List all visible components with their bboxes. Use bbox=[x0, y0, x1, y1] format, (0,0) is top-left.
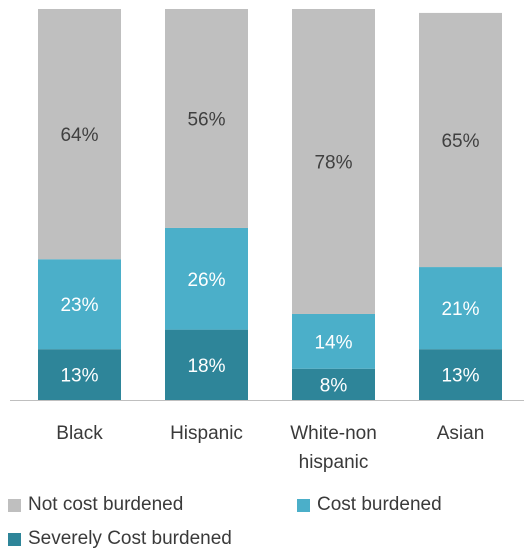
bar-white-non-hispanic-cost-burdened bbox=[292, 313, 375, 369]
data-label-black-severely-cost-burdened: 13% bbox=[60, 366, 98, 387]
data-label-asian-not-cost-burdened: 65% bbox=[441, 131, 479, 152]
bar-black-cost-burdened bbox=[38, 259, 121, 350]
stacked-bar-chart: 13% 23% 64% Black 18% 26% 56% Hispanic 8% 14% 78% W… bbox=[10, 9, 524, 473]
bar-hispanic-severely-cost-burdened bbox=[165, 329, 248, 400]
category-label-white-non-hispanic: White-non hispanic bbox=[290, 423, 377, 473]
data-label-hispanic-not-cost-burdened: 56% bbox=[187, 109, 225, 130]
data-label-hispanic-severely-cost-burdened: 18% bbox=[187, 356, 225, 377]
legend-item-not-cost-burdened: Not cost burdened bbox=[8, 494, 183, 516]
bar-asian-cost-burdened bbox=[419, 267, 502, 350]
legend-label-cost-burdened: Cost burdened bbox=[317, 494, 442, 515]
data-label-white-non-hispanic-severely-cost-burdened: 8% bbox=[320, 375, 348, 396]
bar-hispanic-cost-burdened bbox=[165, 227, 248, 330]
bar-asian-severely-cost-burdened bbox=[419, 349, 502, 400]
data-label-white-non-hispanic-cost-burdened: 14% bbox=[314, 332, 352, 353]
legend-swatch-not-cost-burdened bbox=[8, 498, 21, 512]
data-label-black-not-cost-burdened: 64% bbox=[60, 125, 98, 146]
category-label-asian: Asian bbox=[437, 423, 485, 444]
data-label-hispanic-cost-burdened: 26% bbox=[187, 270, 225, 291]
category-label-hispanic: Hispanic bbox=[170, 423, 243, 444]
bar-black-severely-cost-burdened bbox=[38, 349, 121, 400]
legend-swatch-cost-burdened bbox=[297, 498, 310, 512]
bar-black-not-cost-burdened bbox=[38, 9, 121, 260]
legend-label-severely-cost-burdened: Severely Cost burdened bbox=[28, 528, 232, 549]
bar-hispanic-not-cost-burdened bbox=[165, 9, 248, 228]
data-label-black-cost-burdened: 23% bbox=[60, 295, 98, 316]
bar-white-non-hispanic-not-cost-burdened bbox=[292, 9, 375, 314]
legend-swatch-severely-cost-burdened bbox=[8, 532, 21, 546]
data-label-asian-cost-burdened: 21% bbox=[441, 299, 479, 320]
bar-asian-not-cost-burdened bbox=[419, 12, 502, 268]
legend-item-cost-burdened: Cost burdened bbox=[297, 494, 442, 516]
data-label-white-non-hispanic-not-cost-burdened: 78% bbox=[314, 152, 352, 173]
data-label-asian-severely-cost-burdened: 13% bbox=[441, 366, 479, 387]
legend-label-not-cost-burdened: Not cost burdened bbox=[28, 494, 184, 515]
legend-item-severely-cost-burdened: Severely Cost burdened bbox=[8, 528, 232, 550]
bar-white-non-hispanic-severely-cost-burdened bbox=[292, 368, 375, 400]
category-label-black: Black bbox=[56, 423, 103, 444]
